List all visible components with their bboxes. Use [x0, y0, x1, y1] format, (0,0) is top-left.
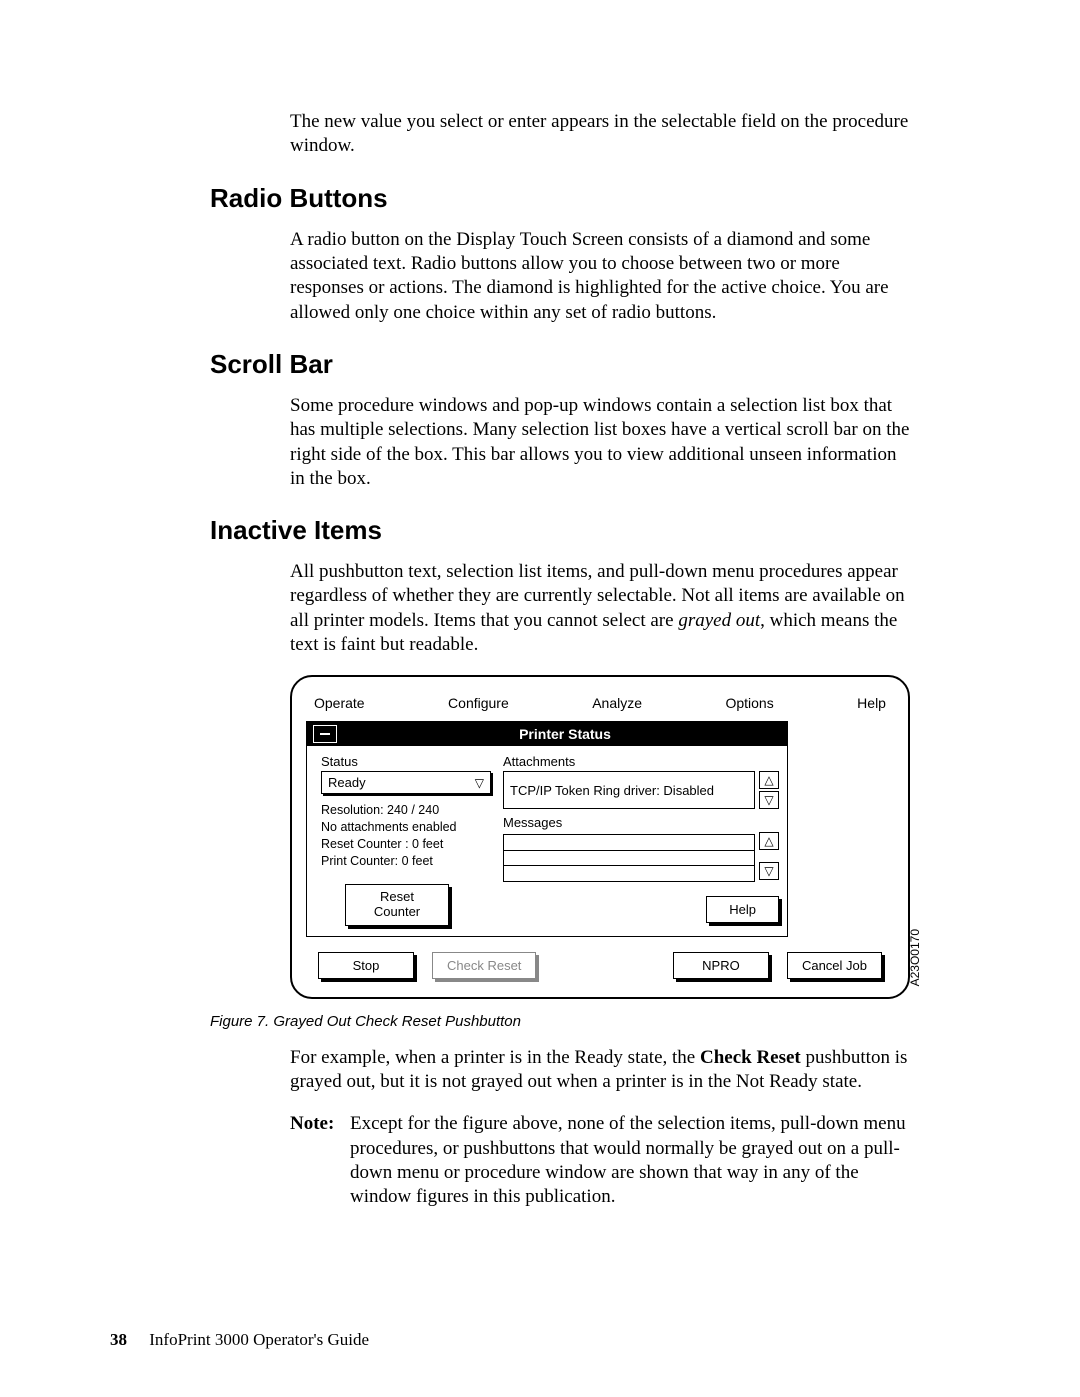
status-dropdown[interactable]: Ready [321, 771, 491, 794]
heading-scroll-bar: Scroll Bar [210, 349, 910, 380]
status-label: Status [321, 754, 491, 769]
page-number: 38 [110, 1330, 127, 1349]
window-titlebar: Printer Status [307, 722, 787, 746]
readout-attachments: No attachments enabled [321, 819, 491, 836]
scroll-down-icon[interactable] [759, 862, 779, 880]
attachments-value: TCP/IP Token Ring driver: Disabled [510, 783, 714, 798]
scroll-up-icon[interactable] [759, 832, 779, 850]
status-value: Ready [328, 775, 366, 790]
messages-scrollbar[interactable] [759, 832, 779, 880]
reset-counter-button[interactable]: Reset Counter [345, 884, 449, 926]
readout-print: Print Counter: 0 feet [321, 853, 491, 870]
scroll-up-icon[interactable] [759, 771, 779, 789]
footer-title: InfoPrint 3000 Operator's Guide [149, 1330, 369, 1349]
menu-configure[interactable]: Configure [448, 695, 509, 711]
menu-operate[interactable]: Operate [314, 695, 365, 711]
status-readouts: Resolution: 240 / 240 No attachments ena… [321, 802, 491, 870]
bottom-button-row: Stop Check Reset NPRO Cancel Job [318, 952, 882, 979]
para-inactive-items: All pushbutton text, selection list item… [290, 560, 910, 657]
note-body: Except for the figure above, none of the… [350, 1112, 910, 1209]
para-radio-buttons: A radio button on the Display Touch Scre… [290, 228, 910, 325]
attachments-field: TCP/IP Token Ring driver: Disabled [503, 771, 755, 809]
menu-help[interactable]: Help [857, 695, 886, 711]
attachments-scrollbar[interactable] [759, 771, 779, 809]
note-block: Note: Except for the figure above, none … [290, 1112, 910, 1209]
figure-caption: Figure 7. Grayed Out Check Reset Pushbut… [210, 1013, 910, 1030]
check-reset-button: Check Reset [432, 952, 536, 979]
chevron-down-icon [475, 775, 484, 790]
messages-label: Messages [503, 815, 779, 830]
npro-button[interactable]: NPRO [673, 952, 769, 979]
para-example: For example, when a printer is in the Re… [290, 1046, 910, 1095]
heading-inactive-items: Inactive Items [210, 515, 910, 546]
readout-resolution: Resolution: 240 / 240 [321, 802, 491, 819]
menu-options[interactable]: Options [725, 695, 773, 711]
system-menu-icon[interactable] [313, 725, 337, 743]
menu-analyze[interactable]: Analyze [592, 695, 642, 711]
stop-button[interactable]: Stop [318, 952, 414, 979]
page-footer: 38 InfoPrint 3000 Operator's Guide [110, 1330, 369, 1350]
figure-printer-status: Operate Configure Analyze Options Help P… [290, 675, 910, 998]
scroll-down-icon[interactable] [759, 791, 779, 809]
figure-reference-id: A23O0170 [908, 929, 922, 986]
reset-counter-label: Reset Counter [374, 889, 420, 919]
note-label: Note: [290, 1112, 350, 1209]
window-title: Printer Status [343, 726, 787, 742]
heading-radio-buttons: Radio Buttons [210, 183, 910, 214]
attachments-label: Attachments [503, 754, 779, 769]
help-button[interactable]: Help [706, 896, 779, 923]
intro-paragraph: The new value you select or enter appear… [290, 110, 910, 159]
cancel-job-button[interactable]: Cancel Job [787, 952, 882, 979]
para-example-a: For example, when a printer is in the Re… [290, 1047, 700, 1068]
term-check-reset: Check Reset [700, 1047, 801, 1068]
printer-status-window: Printer Status Status Ready Resolution: … [306, 721, 788, 936]
term-grayed-out: grayed out [678, 610, 760, 631]
readout-reset: Reset Counter : 0 feet [321, 836, 491, 853]
para-scroll-bar: Some procedure windows and pop-up window… [290, 394, 910, 491]
messages-box [503, 834, 755, 882]
menubar: Operate Configure Analyze Options Help [306, 691, 894, 719]
